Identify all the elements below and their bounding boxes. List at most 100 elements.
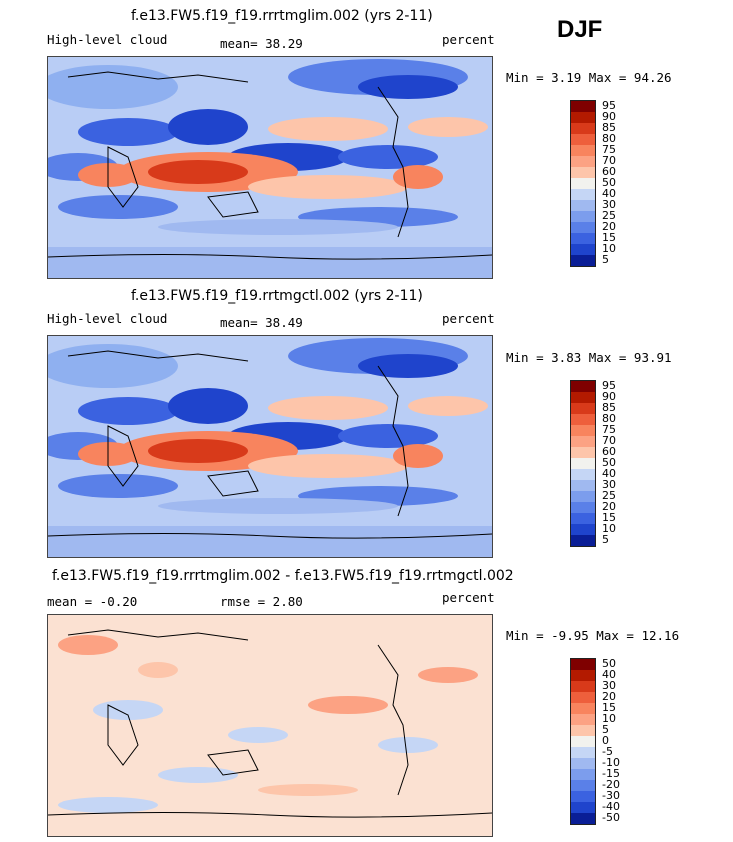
colorbar-label: 40 xyxy=(602,467,616,480)
colorbar-cell xyxy=(571,780,595,791)
colorbar-label: 40 xyxy=(602,187,616,200)
colorbar-cell xyxy=(571,670,595,681)
colorbar-cell xyxy=(571,112,595,123)
colorbar-cell xyxy=(571,392,595,403)
colorbar-label: 80 xyxy=(602,412,616,425)
season-label: DJF xyxy=(557,16,603,43)
colorbar-label: 20 xyxy=(602,500,616,513)
colorbar-label: 40 xyxy=(602,668,616,681)
colorbar-label: 70 xyxy=(602,154,616,167)
colorbar-cell xyxy=(571,244,595,255)
colorbar-cell xyxy=(571,659,595,670)
colorbar-label: 50 xyxy=(602,456,616,469)
colorbar-label: 60 xyxy=(602,445,616,458)
colorbar-cell xyxy=(571,255,595,266)
colorbar-cell xyxy=(571,535,595,546)
colorbar-label: 25 xyxy=(602,489,616,502)
panel-2-map xyxy=(47,335,493,558)
colorbar-cell xyxy=(571,403,595,414)
panel-3-mean-label: mean = -0.20 xyxy=(47,594,138,609)
colorbar-label: 10 xyxy=(602,242,616,255)
panel-3-rmse-label: rmse = 2.80 xyxy=(220,594,303,609)
panel-2-variable-label: High-level cloud xyxy=(47,311,168,326)
colorbar-label: 85 xyxy=(602,401,616,414)
colorbar-label: 30 xyxy=(602,679,616,692)
colorbar-label: 95 xyxy=(602,99,616,112)
panel-1-units-label: percent xyxy=(442,32,495,47)
colorbar-cell xyxy=(571,414,595,425)
colorbar-cell xyxy=(571,692,595,703)
colorbar-label: 70 xyxy=(602,434,616,447)
colorbar-label: 5 xyxy=(602,723,609,736)
colorbar-cell xyxy=(571,480,595,491)
colorbar-cell xyxy=(571,425,595,436)
colorbar-label: 75 xyxy=(602,423,616,436)
colorbar-label: -5 xyxy=(602,745,613,758)
colorbar-label: 90 xyxy=(602,110,616,123)
colorbar-label: -10 xyxy=(602,756,620,769)
colorbar-label: 5 xyxy=(602,533,609,546)
colorbar-cell xyxy=(571,222,595,233)
colorbar-label: 10 xyxy=(602,522,616,535)
colorbar-label: 10 xyxy=(602,712,616,725)
colorbar-cell xyxy=(571,502,595,513)
colorbar-cell xyxy=(571,436,595,447)
colorbar-cell xyxy=(571,156,595,167)
panel-1-variable-label: High-level cloud xyxy=(47,32,168,47)
panel-2-map-contours xyxy=(48,336,492,557)
colorbar-label: 20 xyxy=(602,690,616,703)
panel-3-map xyxy=(47,614,493,837)
colorbar-cell xyxy=(571,513,595,524)
panel-3-title: f.e13.FW5.f19_f19.rrrtmglim.002 - f.e13.… xyxy=(52,568,514,584)
colorbar-label: 80 xyxy=(602,132,616,145)
colorbar-cell xyxy=(571,145,595,156)
colorbar-cell xyxy=(571,178,595,189)
colorbar-cell xyxy=(571,681,595,692)
colorbar-cell xyxy=(571,758,595,769)
colorbar-label: 50 xyxy=(602,176,616,189)
colorbar-label: -50 xyxy=(602,811,620,824)
colorbar-label: 25 xyxy=(602,209,616,222)
panel-3-colorbar xyxy=(570,658,596,825)
colorbar-cell xyxy=(571,736,595,747)
colorbar-cell xyxy=(571,802,595,813)
colorbar-cell xyxy=(571,469,595,480)
colorbar-label: 75 xyxy=(602,143,616,156)
colorbar-label: 15 xyxy=(602,701,616,714)
colorbar-label: -40 xyxy=(602,800,620,813)
panel-3-minmax-label: Min = -9.95 Max = 12.16 xyxy=(506,628,680,643)
colorbar-cell xyxy=(571,813,595,824)
colorbar-cell xyxy=(571,233,595,244)
panel-2-minmax-label: Min = 3.83 Max = 93.91 xyxy=(506,350,672,365)
colorbar-label: 50 xyxy=(602,657,616,670)
colorbar-label: 30 xyxy=(602,478,616,491)
colorbar-label: 60 xyxy=(602,165,616,178)
colorbar-cell xyxy=(571,458,595,469)
panel-1-mean-label: mean= 38.29 xyxy=(220,36,303,51)
colorbar-cell xyxy=(571,189,595,200)
colorbar-cell xyxy=(571,101,595,112)
colorbar-cell xyxy=(571,703,595,714)
panel-1-map-contours xyxy=(48,57,492,278)
colorbar-cell xyxy=(571,769,595,780)
colorbar-label: 5 xyxy=(602,253,609,266)
panel-3-units-label: percent xyxy=(442,590,495,605)
colorbar-cell xyxy=(571,524,595,535)
panel-1-map xyxy=(47,56,493,279)
colorbar-label: -20 xyxy=(602,778,620,791)
colorbar-cell xyxy=(571,381,595,392)
colorbar-cell xyxy=(571,200,595,211)
colorbar-label: 0 xyxy=(602,734,609,747)
panel-2-title: f.e13.FW5.f19_f19.rrtmgctl.002 (yrs 2-11… xyxy=(131,288,423,304)
colorbar-cell xyxy=(571,714,595,725)
colorbar-cell xyxy=(571,167,595,178)
colorbar-cell xyxy=(571,211,595,222)
panel-2-colorbar xyxy=(570,380,596,547)
colorbar-label: -15 xyxy=(602,767,620,780)
colorbar-label: 90 xyxy=(602,390,616,403)
colorbar-label: -30 xyxy=(602,789,620,802)
colorbar-label: 15 xyxy=(602,511,616,524)
colorbar-cell xyxy=(571,747,595,758)
colorbar-label: 20 xyxy=(602,220,616,233)
panel-2-units-label: percent xyxy=(442,311,495,326)
